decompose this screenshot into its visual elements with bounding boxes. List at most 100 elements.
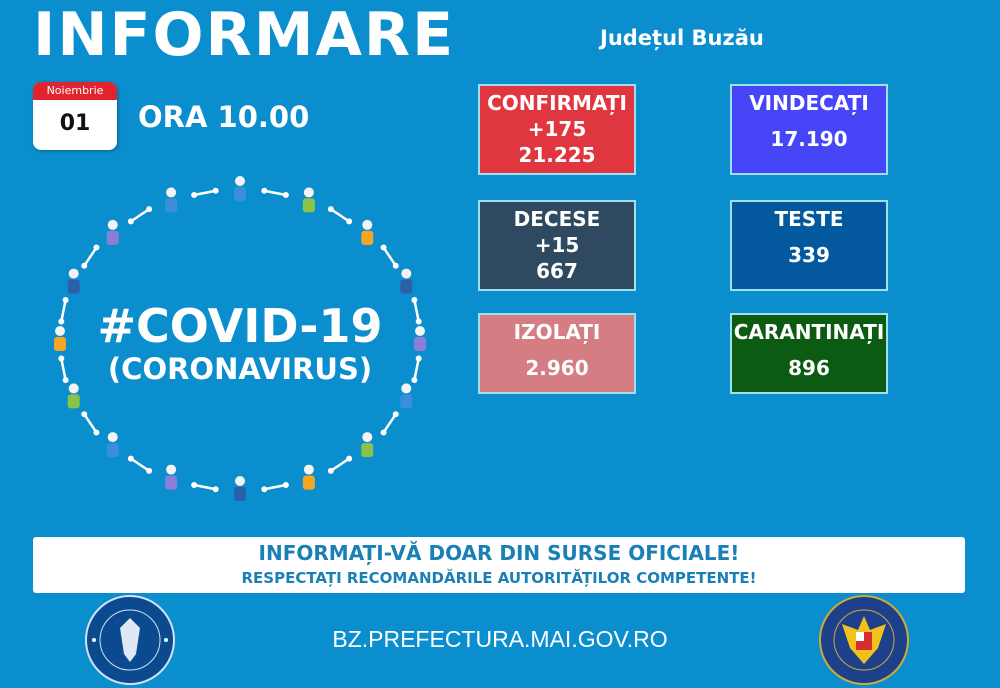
person-icon	[302, 187, 315, 213]
stat-box-confirmati: CONFIRMAȚI +175 21.225	[478, 84, 636, 175]
arrow-head	[282, 192, 289, 199]
arrow-head	[212, 486, 219, 493]
page-title: INFORMARE	[33, 0, 456, 70]
arrow-head	[81, 262, 88, 269]
double-arrow-icon	[193, 483, 216, 491]
arrow-head	[212, 187, 219, 194]
arrow-head	[58, 355, 65, 362]
county-name: Județul Buzău	[600, 26, 764, 50]
arrow-head	[282, 481, 289, 488]
arrow-head	[146, 467, 153, 474]
website-link[interactable]: BZ.PREFECTURA.MAI.GOV.RO	[332, 626, 668, 652]
double-arrow-icon	[130, 457, 150, 472]
double-arrow-icon	[193, 189, 216, 197]
person-icon	[67, 268, 80, 294]
stat-value: 2.960	[525, 356, 589, 380]
arrow-head	[127, 455, 134, 462]
government-romania-logo	[85, 595, 175, 685]
double-arrow-icon	[382, 413, 397, 434]
stat-label: CONFIRMAȚI	[487, 91, 627, 115]
arrow-head	[58, 318, 65, 325]
calendar-icon: Noiembrie 01	[33, 82, 117, 150]
arrow-head	[415, 318, 422, 325]
person-icon	[400, 383, 413, 409]
person-icon	[361, 432, 374, 458]
double-arrow-icon	[330, 457, 350, 472]
double-arrow-icon	[264, 483, 287, 491]
person-icon	[302, 464, 315, 490]
double-arrow-icon	[382, 246, 397, 267]
person-icon	[54, 326, 66, 351]
arrow-head	[81, 411, 88, 418]
report-hour: ORA 10.00	[138, 100, 310, 134]
covid-hashtag: #COVID-19	[97, 299, 383, 353]
arrow-head	[127, 218, 134, 225]
arrow-head	[346, 455, 353, 462]
double-arrow-icon	[130, 208, 150, 223]
arrow-head	[261, 187, 268, 194]
arrow-head	[415, 355, 422, 362]
dsu-mai-logo	[819, 595, 909, 685]
stat-box-vindecati: VINDECAȚI 17.190	[730, 84, 888, 175]
stat-delta: +15	[534, 233, 580, 257]
calendar-day: 01	[59, 111, 91, 136]
arrow-head	[146, 206, 153, 213]
banner-line-2: RESPECTAȚI RECOMANDĂRILE AUTORITĂȚILOR C…	[241, 569, 757, 587]
stat-label: DECESE	[513, 207, 601, 231]
stat-value: 21.225	[518, 143, 596, 167]
double-arrow-icon	[83, 413, 98, 434]
stat-box-teste: TESTE 339	[730, 200, 888, 291]
stat-value: 896	[788, 356, 830, 380]
double-arrow-icon	[60, 358, 67, 381]
arrow-head	[327, 467, 334, 474]
person-icon	[234, 476, 246, 501]
person-icon	[361, 219, 374, 245]
covid-title: #COVID-19 (CORONAVIRUS)	[60, 300, 420, 386]
double-arrow-icon	[83, 246, 98, 267]
arrow-head	[93, 429, 100, 436]
arrow-head	[411, 296, 418, 303]
stat-value: 17.190	[770, 127, 848, 151]
stat-box-izolati: IZOLAȚI 2.960	[478, 313, 636, 394]
arrow-head	[380, 429, 387, 436]
person-icon	[165, 464, 178, 490]
arrow-head	[191, 481, 198, 488]
double-arrow-icon	[330, 208, 350, 223]
banner-line-1: INFORMAȚI-VĂ DOAR DIN SURSE OFICIALE!	[258, 541, 740, 565]
double-arrow-icon	[413, 299, 420, 322]
person-icon	[234, 176, 246, 201]
double-arrow-icon	[60, 299, 67, 322]
arrow-head	[411, 377, 418, 384]
stat-value: 339	[788, 243, 830, 267]
stat-label: TESTE	[774, 207, 844, 231]
arrow-head	[191, 192, 198, 199]
person-icon	[106, 219, 119, 245]
arrow-head	[392, 411, 399, 418]
stat-box-carantinati: CARANTINAȚI 896	[730, 313, 888, 394]
person-icon	[67, 383, 80, 409]
stat-label: CARANTINAȚI	[733, 320, 885, 344]
calendar-month: Noiembrie	[33, 82, 117, 100]
arrow-head	[93, 244, 100, 251]
coronavirus-label: (CORONAVIRUS)	[107, 352, 373, 386]
stat-label: IZOLAȚI	[513, 320, 601, 344]
arrow-head	[327, 206, 334, 213]
person-icon	[400, 268, 413, 294]
person-icon	[165, 187, 178, 213]
arrow-head	[346, 218, 353, 225]
stat-value: 667	[536, 259, 578, 283]
double-arrow-icon	[264, 189, 287, 197]
person-icon	[106, 432, 119, 458]
arrow-head	[392, 262, 399, 269]
stat-box-decese: DECESE +15 667	[478, 200, 636, 291]
arrow-head	[62, 296, 69, 303]
official-sources-banner: INFORMAȚI-VĂ DOAR DIN SURSE OFICIALE! RE…	[33, 537, 965, 593]
arrow-head	[380, 244, 387, 251]
double-arrow-icon	[413, 358, 420, 381]
person-icon	[414, 326, 426, 351]
arrow-head	[62, 377, 69, 384]
arrow-head	[261, 486, 268, 493]
stat-delta: +175	[527, 117, 587, 141]
people-circle-graphic	[54, 176, 426, 501]
stat-label: VINDECAȚI	[749, 91, 869, 115]
